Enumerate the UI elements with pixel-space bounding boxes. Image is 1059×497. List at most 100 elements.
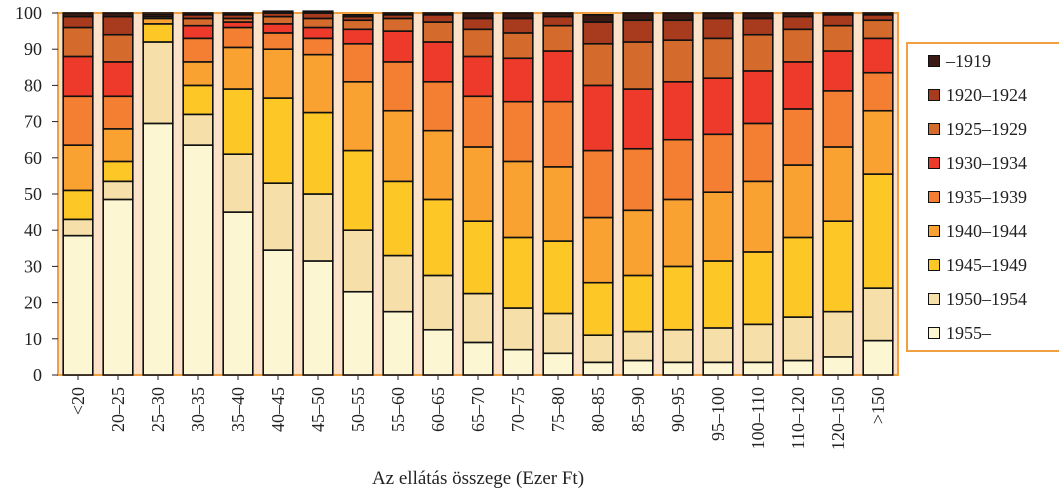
bar-segment [702,327,734,364]
bar-segment [342,42,374,83]
bar-segment [302,193,334,262]
legend-swatch [928,123,940,135]
bar-segment [662,328,694,364]
bar-segment [62,144,94,192]
bar-segment [182,84,214,116]
bar-segment [262,48,294,99]
y-tick-label: 50 [24,184,42,204]
bar-segment [622,147,654,212]
y-axis: 0 10 20 30 40 50 60 70 80 90 100 [15,3,58,385]
bar-segment [622,274,654,333]
x-tick-label: 40–45 [268,387,288,432]
bar-segment [502,57,534,103]
legend-label: 1945–1949 [946,254,1027,275]
bar-segment [302,12,334,20]
bar-segment [302,53,334,114]
bar-segment [342,19,374,31]
legend-item: –1919 [928,50,991,72]
bar-segment [742,180,774,253]
y-tick-label: 80 [24,75,42,95]
x-tick-label: 50–55 [348,387,368,432]
bar-segment [822,12,854,16]
y-tick-label: 30 [24,256,42,276]
bar-segment [182,61,214,87]
bar-segment [862,37,894,74]
bar-segment [822,14,854,27]
bar-segment [382,30,414,63]
y-tick-label: 90 [24,39,42,59]
legend-swatch [928,157,940,169]
bar-segment [222,26,254,49]
x-tick-label: 90–95 [668,387,688,432]
bar-segment [422,274,454,331]
bar-segment [502,160,534,239]
bar-segment [702,12,734,20]
bar-segment [782,12,814,18]
bar-segment [542,166,574,242]
bar-segment [702,260,734,329]
legend-swatch [928,55,940,67]
bar-segment [782,359,814,376]
bar-segment [462,17,494,31]
bar-segment [782,108,814,166]
bar-segment [182,17,214,27]
y-tick-label: 100 [15,3,42,23]
bar-segment [702,37,734,79]
x-tick-label: 45–50 [308,387,328,432]
bar-segment [502,32,534,60]
bar-segment [582,84,614,152]
bar-segment [182,113,214,146]
bar-segment [222,12,254,16]
bar-segment [582,361,614,376]
bar-segment [542,24,574,52]
legend-label: 1930–1934 [946,152,1027,173]
bar-segment [662,138,694,201]
bar-segment [382,17,414,32]
x-tick-label: 65–70 [468,387,488,432]
bar-segment [782,316,814,362]
legend-label: 1955– [946,322,991,343]
bar-segment [262,10,294,14]
bar-segment [542,12,574,18]
bar-segment [142,41,174,125]
bar-segment [582,42,614,87]
bar-segment [342,290,374,376]
x-tick-label: 85–90 [628,387,648,432]
y-tick-label: 20 [24,293,42,313]
bar-segment [542,50,574,103]
x-tick-label: 75–80 [548,387,568,432]
bar-segment [742,251,774,326]
x-tick-label: 120–150 [828,387,848,450]
legend-item: 1925–1929 [928,118,1027,140]
bar-segment [422,80,454,132]
legend-item: 1940–1944 [928,220,1027,242]
bar-segment [462,292,494,344]
x-tick-label: 55–60 [388,387,408,432]
bar-segment [862,19,894,40]
bar-segment [102,33,134,63]
bar-segment [862,71,894,112]
bar-segment [502,100,534,163]
bar-segment [542,100,574,168]
legend-swatch [928,327,940,339]
bar-segment [382,254,414,313]
bar-segment [382,61,414,112]
bar-segment [262,32,294,51]
bar-segment [862,109,894,175]
bar-segment [782,15,814,31]
bar-segment [662,198,694,268]
x-tick-label: 35–40 [228,387,248,432]
bar-segment [622,359,654,376]
bar-segment [822,90,854,148]
bar-segment [422,21,454,43]
bar-segment [342,80,374,152]
bar-segment [702,17,734,40]
bar-segment [422,328,454,376]
bar-segment [582,334,614,364]
bar-segment [262,23,294,34]
bar-segment [342,28,374,45]
bar-segment [542,240,574,315]
bar-segment [542,312,574,355]
bar-segment [662,19,694,41]
bar-segment [462,341,494,376]
